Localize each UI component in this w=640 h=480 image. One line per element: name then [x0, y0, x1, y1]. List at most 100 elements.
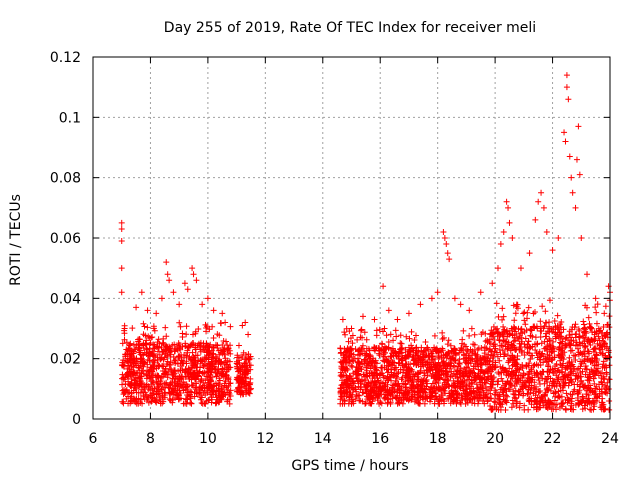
data-point — [509, 327, 516, 334]
data-point — [499, 389, 506, 396]
data-point — [367, 400, 374, 407]
data-point — [572, 321, 579, 328]
data-point — [586, 369, 593, 376]
data-point — [197, 364, 204, 371]
data-point — [154, 354, 161, 361]
data-point — [559, 350, 566, 357]
data-point — [538, 351, 545, 358]
data-point — [600, 358, 607, 365]
data-point — [503, 388, 510, 395]
data-point — [216, 381, 223, 388]
data-point — [184, 396, 191, 403]
data-point — [501, 326, 508, 333]
data-point — [558, 376, 565, 383]
data-point — [378, 340, 385, 347]
data-point — [349, 332, 356, 339]
data-point — [218, 368, 225, 375]
data-point — [586, 399, 593, 406]
data-point — [121, 359, 128, 366]
data-point — [577, 369, 584, 376]
data-point — [582, 363, 589, 370]
data-point — [497, 406, 504, 413]
data-point — [498, 369, 505, 376]
data-point — [418, 363, 425, 370]
data-point — [429, 389, 436, 396]
data-point — [147, 364, 154, 371]
data-point — [477, 289, 484, 296]
data-point — [602, 388, 609, 395]
data-point — [592, 391, 599, 398]
data-point — [137, 399, 144, 406]
data-point — [175, 340, 182, 347]
data-point — [583, 391, 590, 398]
data-point — [599, 350, 606, 357]
data-point — [531, 379, 538, 386]
data-point — [399, 394, 406, 401]
data-point — [154, 384, 161, 391]
data-point — [556, 369, 563, 376]
data-point — [520, 310, 527, 317]
data-point — [156, 345, 163, 352]
data-point — [582, 405, 589, 412]
data-point — [127, 340, 134, 347]
data-point — [525, 391, 532, 398]
data-point — [119, 371, 126, 378]
data-point — [393, 352, 400, 359]
data-point — [394, 370, 401, 377]
data-point — [567, 369, 574, 376]
data-point — [136, 336, 143, 343]
data-point — [178, 376, 185, 383]
data-point — [136, 345, 143, 352]
data-point — [133, 304, 140, 311]
data-point — [546, 354, 553, 361]
data-point — [511, 354, 518, 361]
data-point — [204, 377, 211, 384]
data-point — [125, 362, 132, 369]
x-axis-label: GPS time / hours — [291, 458, 408, 474]
data-point — [175, 368, 182, 375]
data-point — [450, 398, 457, 405]
data-point — [410, 381, 417, 388]
data-point — [246, 390, 253, 397]
data-point — [535, 198, 542, 205]
data-point — [242, 356, 249, 363]
y-tick-label: 0.06 — [50, 231, 81, 247]
data-point — [512, 387, 519, 394]
data-point — [580, 321, 587, 328]
data-point — [185, 343, 192, 350]
data-point — [346, 393, 353, 400]
data-point — [540, 369, 547, 376]
data-point — [588, 406, 595, 413]
data-point — [342, 331, 349, 338]
data-point — [359, 342, 366, 349]
y-tick-labels: 0 0.02 0.04 0.06 0.08 0.1 0.12 — [50, 50, 81, 428]
data-point — [550, 380, 557, 387]
data-point — [580, 383, 587, 390]
data-point — [131, 384, 138, 391]
data-point — [149, 334, 156, 341]
data-point — [168, 388, 175, 395]
data-point — [130, 370, 137, 377]
data-point — [531, 308, 538, 315]
data-point — [149, 390, 156, 397]
data-point — [534, 394, 541, 401]
data-point — [457, 381, 464, 388]
data-point — [348, 362, 355, 369]
data-point — [484, 387, 491, 394]
data-point — [516, 366, 523, 373]
data-point — [512, 347, 519, 354]
data-point — [559, 369, 566, 376]
data-point — [553, 372, 560, 379]
data-point — [423, 376, 430, 383]
data-point — [447, 342, 454, 349]
data-point — [179, 333, 186, 340]
data-point — [483, 360, 490, 367]
data-point — [464, 346, 471, 353]
data-point — [443, 355, 450, 362]
data-point — [464, 372, 471, 379]
data-point — [481, 373, 488, 380]
grid — [93, 57, 610, 419]
data-point — [235, 367, 242, 374]
data-point — [391, 380, 398, 387]
